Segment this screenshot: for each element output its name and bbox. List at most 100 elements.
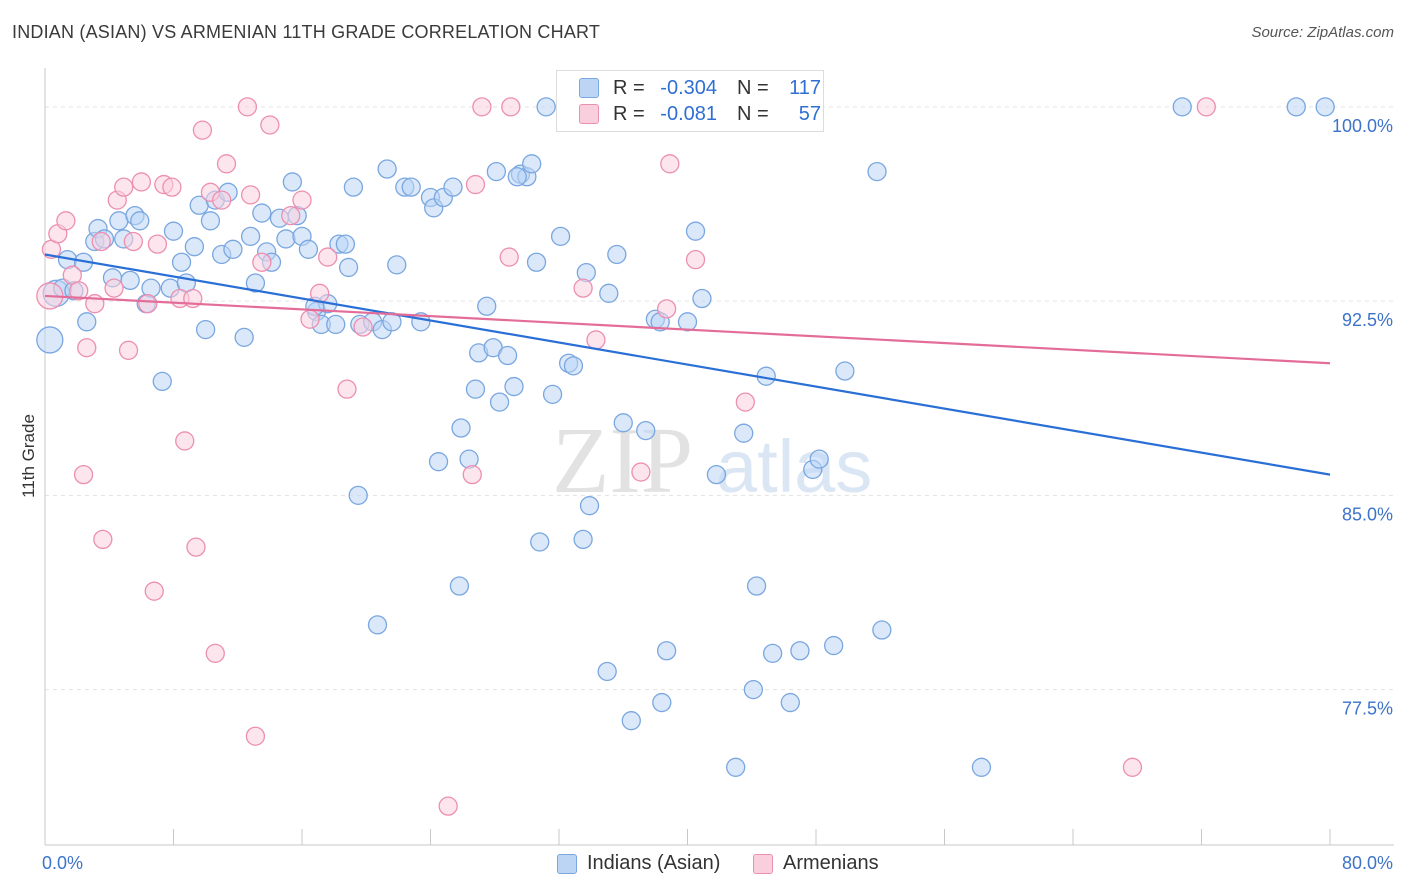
legend-r-label: R = [613,102,645,125]
point-armenians [586,330,606,350]
point-indians [240,226,261,247]
point-indians [195,319,216,340]
point-indians [652,692,672,713]
point-armenians [73,464,94,485]
point-armenians [118,340,139,360]
points-layer [36,97,1335,816]
y-tick-label: 92.5% [1342,310,1393,330]
point-indians [130,211,150,231]
point-indians [171,252,192,272]
point-indians [677,312,698,332]
point-indians [762,643,783,663]
point-armenians [205,643,225,663]
point-indians [621,711,641,731]
point-indians [451,418,471,438]
point-armenians [281,205,301,226]
point-armenians [685,250,706,270]
point-indians [200,211,221,231]
point-indians [613,413,633,433]
point-indians [734,423,754,443]
point-armenians [147,234,168,254]
point-armenians [462,464,482,485]
legend-swatch-indians [557,853,577,874]
point-indians [223,239,243,259]
point-indians [245,273,266,293]
point-armenians [660,154,680,174]
point-indians [1286,97,1306,117]
legend-item-armenians[interactable]: Armenians [753,852,879,875]
point-armenians [240,185,261,205]
point-armenians [501,97,521,117]
trend-layer [44,253,1331,476]
legend-item-indians[interactable]: Indians (Asian) [557,852,720,875]
point-indians [867,161,887,182]
legend-n-label: N = [737,102,769,125]
point-armenians [1196,97,1216,117]
point-armenians [91,231,111,252]
point-armenians [192,120,213,140]
legend-label-indians: Indians (Asian) [587,852,721,874]
point-armenians [252,252,272,272]
point-armenians [69,281,89,301]
point-indians [573,529,593,550]
point-armenians [138,294,158,314]
point-indians [401,177,421,197]
legend-n-value-armenians: 57 [798,102,821,125]
point-armenians [318,247,338,267]
point-indians [726,757,746,777]
axis-layer [44,68,1394,846]
y-tick-label: 77.5% [1342,699,1393,719]
point-indians [1172,97,1192,117]
point-indians [298,239,319,259]
point-indians [367,615,388,635]
point-indians [599,283,619,303]
trend-line-indians [44,253,1331,476]
point-indians [526,252,547,272]
point-indians [348,485,368,506]
point-indians [152,371,172,392]
point-armenians [353,317,373,337]
point-indians [1315,97,1335,117]
point-armenians [337,379,357,399]
point-indians [790,641,810,661]
x-tick-label: 0.0% [42,853,83,873]
point-indians [685,221,706,241]
point-armenians [175,431,195,451]
point-armenians [300,309,320,329]
source-credit: Source: ZipAtlas.com [1251,24,1394,41]
point-armenians [573,278,593,298]
point-armenians [735,392,755,412]
point-indians [477,296,497,316]
point-armenians [292,190,312,210]
point-indians [497,345,518,366]
point-armenians [104,278,124,298]
point-indians [338,257,359,278]
point-indians [234,327,254,348]
point-indians [109,211,129,231]
point-armenians [123,231,143,252]
correlation-legend: R = -0.304 N = 117 R = -0.081 N = 57 [556,70,824,132]
point-indians [579,496,600,516]
point-armenians [472,97,492,117]
point-armenians [216,154,237,174]
point-indians [184,237,205,257]
point-indians [835,361,855,381]
point-indians [597,661,617,682]
point-armenians [77,338,97,358]
point-indians [141,278,161,298]
point-indians [443,177,463,197]
point-indians [486,161,507,182]
point-armenians [131,172,152,192]
legend-row-indians: R = -0.304 N = 117 [579,76,821,100]
point-indians [504,376,524,397]
point-indians [550,226,571,247]
point-armenians [260,115,280,135]
point-indians [656,641,677,661]
point-indians [824,635,844,656]
point-indians [542,384,563,404]
legend-row-armenians: R = -0.081 N = 57 [579,102,821,126]
point-indians [743,679,764,700]
point-armenians [499,247,519,267]
point-indians [252,203,272,223]
legend-swatch-armenians [579,104,599,124]
